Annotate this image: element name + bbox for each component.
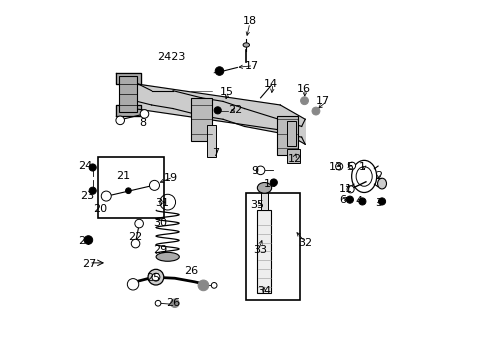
Circle shape [160, 194, 175, 210]
Text: 17: 17 [315, 96, 329, 107]
Circle shape [270, 179, 277, 186]
Ellipse shape [257, 183, 271, 193]
Bar [287, 121, 296, 146]
Polygon shape [116, 73, 141, 84]
Text: 29: 29 [153, 245, 167, 255]
Text: 7: 7 [212, 148, 219, 158]
Bar [190, 98, 212, 141]
Polygon shape [223, 102, 244, 126]
Text: 2423: 2423 [157, 52, 185, 62]
Text: 27: 27 [82, 259, 96, 269]
Text: 31: 31 [155, 198, 169, 208]
Polygon shape [134, 84, 280, 130]
Bar [119, 76, 137, 112]
Circle shape [101, 191, 111, 201]
Text: 23: 23 [80, 191, 94, 201]
Text: 32: 32 [298, 238, 312, 248]
Text: 26: 26 [183, 266, 198, 276]
Text: 16: 16 [296, 84, 310, 94]
Circle shape [346, 186, 353, 193]
Circle shape [358, 198, 365, 205]
Circle shape [125, 188, 131, 194]
Text: 2: 2 [374, 171, 381, 181]
Circle shape [335, 163, 342, 170]
Circle shape [215, 67, 224, 75]
Text: 35: 35 [249, 200, 264, 210]
Text: 3: 3 [374, 198, 381, 208]
Ellipse shape [152, 273, 160, 281]
Text: 1: 1 [358, 162, 365, 172]
Text: 10: 10 [264, 179, 278, 189]
Circle shape [346, 196, 353, 203]
Bar [261, 189, 267, 210]
Circle shape [214, 107, 221, 114]
Bar [246, 193, 299, 300]
Ellipse shape [156, 252, 179, 261]
Circle shape [162, 197, 173, 208]
Circle shape [89, 164, 96, 171]
Polygon shape [151, 91, 173, 109]
Bar [287, 149, 299, 163]
Text: 30: 30 [153, 218, 167, 228]
Text: 18: 18 [243, 16, 256, 26]
Text: 34: 34 [257, 286, 271, 296]
Text: 13: 13 [328, 162, 342, 172]
Polygon shape [201, 98, 223, 119]
Ellipse shape [148, 269, 163, 285]
Polygon shape [173, 91, 201, 116]
Bar [98, 157, 164, 217]
Circle shape [300, 97, 308, 105]
Ellipse shape [243, 43, 249, 47]
Circle shape [84, 236, 93, 244]
Text: 4: 4 [354, 197, 362, 206]
Text: 14: 14 [264, 78, 278, 89]
Bar [257, 210, 271, 293]
Text: 28: 28 [78, 236, 92, 246]
Polygon shape [137, 84, 151, 105]
Text: 21: 21 [116, 171, 130, 181]
Circle shape [155, 300, 161, 306]
Text: 25: 25 [146, 273, 160, 283]
Circle shape [89, 187, 96, 194]
Polygon shape [116, 105, 141, 116]
Circle shape [256, 166, 264, 175]
Text: 9: 9 [251, 166, 258, 176]
Circle shape [170, 299, 179, 307]
Circle shape [140, 110, 148, 118]
Text: 19: 19 [164, 173, 178, 183]
Text: 11: 11 [339, 184, 353, 194]
Text: 26: 26 [165, 298, 180, 308]
Text: 6: 6 [339, 195, 346, 204]
Text: 20: 20 [93, 203, 107, 213]
Circle shape [135, 219, 143, 228]
Polygon shape [301, 119, 305, 144]
Text: 5: 5 [346, 162, 353, 172]
Bar [206, 125, 216, 157]
Circle shape [378, 198, 385, 205]
Circle shape [149, 180, 159, 190]
Polygon shape [244, 109, 301, 137]
Ellipse shape [377, 178, 386, 189]
Text: 15: 15 [219, 87, 233, 98]
Text: 22: 22 [228, 105, 242, 115]
Polygon shape [280, 105, 305, 144]
Bar [276, 116, 298, 155]
Circle shape [116, 116, 124, 125]
Text: 8: 8 [139, 118, 146, 128]
Text: 22: 22 [128, 232, 142, 242]
Text: 17: 17 [244, 61, 258, 71]
Circle shape [131, 239, 140, 248]
Text: 12: 12 [287, 154, 301, 163]
Circle shape [127, 279, 139, 290]
Text: 24: 24 [78, 161, 92, 171]
Circle shape [198, 280, 208, 291]
Circle shape [311, 107, 319, 115]
Circle shape [348, 162, 355, 169]
Circle shape [211, 283, 217, 288]
Text: 33: 33 [253, 245, 267, 255]
